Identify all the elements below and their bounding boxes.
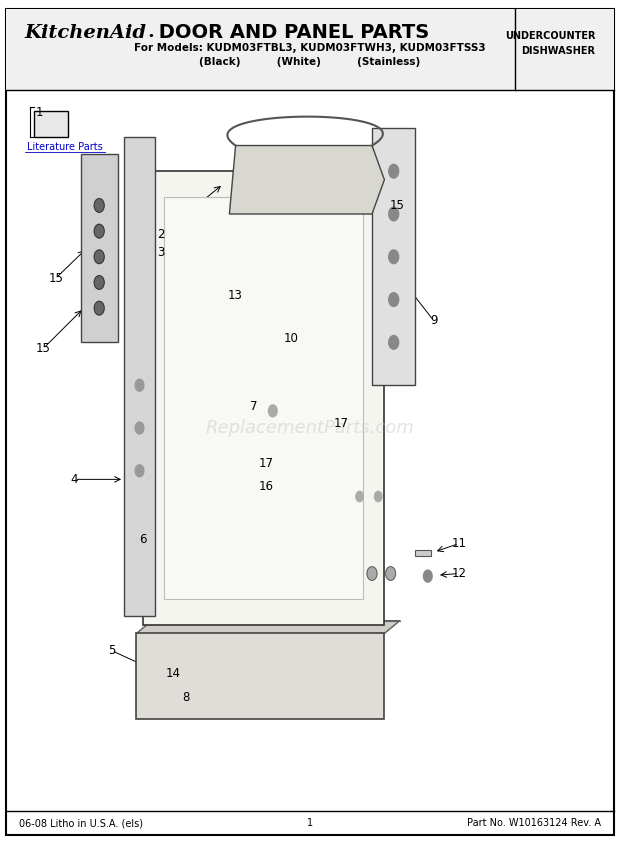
Text: 17: 17 (259, 457, 274, 471)
Circle shape (135, 379, 144, 391)
Circle shape (386, 567, 396, 580)
Text: 1: 1 (307, 818, 313, 829)
Circle shape (94, 199, 104, 212)
Circle shape (423, 570, 432, 582)
Circle shape (135, 465, 144, 477)
Polygon shape (136, 621, 400, 633)
Text: Literature Parts: Literature Parts (27, 142, 103, 152)
Text: .: . (148, 22, 154, 41)
FancyBboxPatch shape (124, 137, 155, 616)
Circle shape (389, 250, 399, 264)
Bar (372, 128, 415, 385)
Text: 17: 17 (334, 417, 348, 431)
Text: 1: 1 (35, 106, 43, 120)
Text: (Black)          (White)          (Stainless): (Black) (White) (Stainless) (200, 56, 420, 67)
FancyBboxPatch shape (81, 154, 118, 342)
Text: 15: 15 (48, 271, 63, 285)
Text: 3: 3 (157, 246, 165, 259)
Text: 15: 15 (389, 199, 404, 212)
Text: 5: 5 (108, 644, 115, 657)
Circle shape (389, 336, 399, 349)
Text: 15: 15 (36, 342, 51, 355)
Text: DISHWASHER: DISHWASHER (521, 46, 595, 56)
Circle shape (94, 301, 104, 315)
Text: 4: 4 (71, 473, 78, 486)
Text: For Models: KUDM03FTBL3, KUDM03FTWH3, KUDM03FTSS3: For Models: KUDM03FTBL3, KUDM03FTWH3, KU… (134, 43, 486, 53)
Circle shape (389, 293, 399, 306)
Text: 16: 16 (259, 479, 274, 493)
Circle shape (367, 567, 377, 580)
FancyBboxPatch shape (136, 633, 384, 719)
Text: 8: 8 (182, 691, 190, 704)
Text: KitchenAid: KitchenAid (25, 23, 147, 42)
Circle shape (356, 491, 363, 502)
Text: ReplacementParts.com: ReplacementParts.com (206, 419, 414, 437)
Text: 2: 2 (157, 228, 165, 241)
Text: 06-08 Litho in U.S.A. (els): 06-08 Litho in U.S.A. (els) (19, 818, 143, 829)
Circle shape (389, 164, 399, 178)
Text: 9: 9 (430, 314, 438, 328)
Polygon shape (229, 146, 384, 214)
Text: 6: 6 (139, 532, 146, 546)
Text: Part No. W10163124 Rev. A: Part No. W10163124 Rev. A (467, 818, 601, 829)
Circle shape (268, 405, 277, 417)
Bar (34, 111, 68, 137)
Bar (164, 197, 363, 599)
Circle shape (94, 224, 104, 238)
Circle shape (135, 422, 144, 434)
FancyBboxPatch shape (143, 171, 384, 625)
Text: 14: 14 (166, 667, 181, 681)
Bar (6, 9, 614, 90)
Circle shape (374, 491, 382, 502)
Text: 7: 7 (250, 400, 258, 413)
Text: DOOR AND PANEL PARTS: DOOR AND PANEL PARTS (152, 23, 429, 42)
Text: 10: 10 (284, 331, 299, 345)
Text: 12: 12 (451, 567, 466, 580)
Text: UNDERCOUNTER: UNDERCOUNTER (505, 31, 595, 41)
Circle shape (94, 250, 104, 264)
Bar (415, 550, 431, 556)
Circle shape (94, 276, 104, 289)
Text: 11: 11 (451, 537, 466, 550)
Text: 13: 13 (228, 288, 243, 302)
Circle shape (389, 207, 399, 221)
